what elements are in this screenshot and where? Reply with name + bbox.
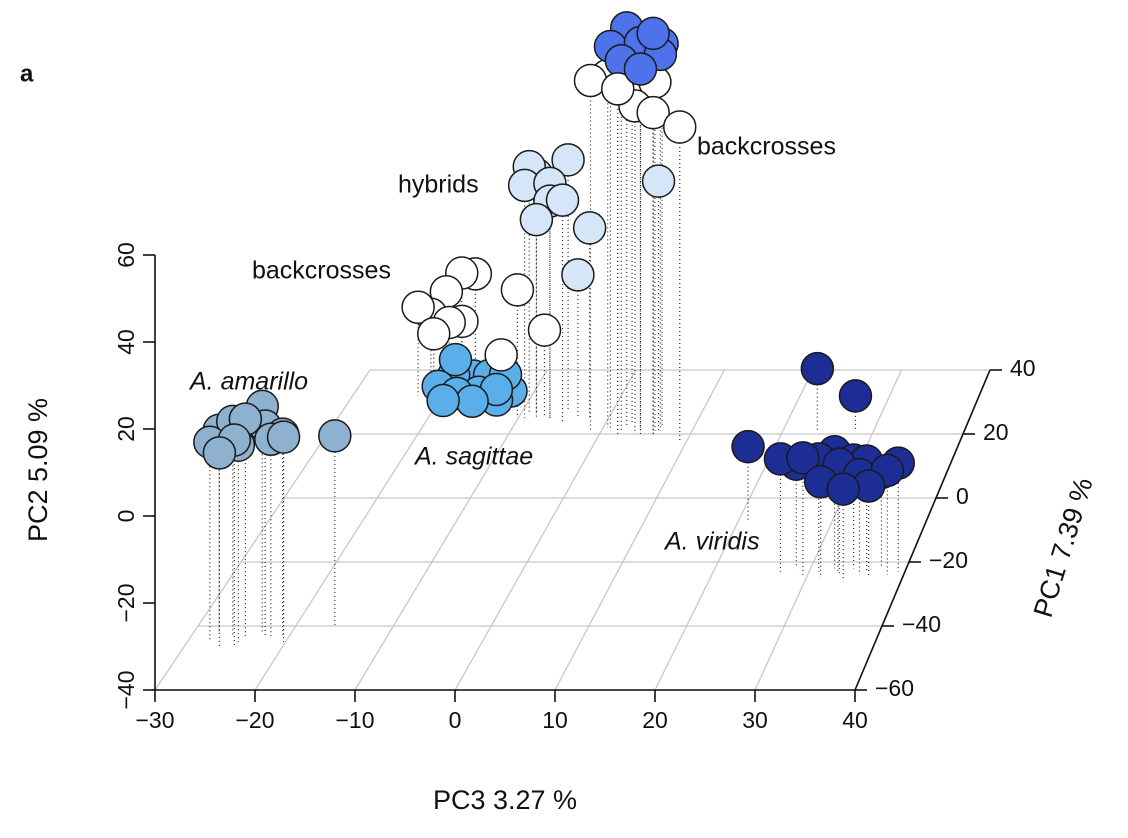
y-tick-label: 20 <box>113 416 139 442</box>
group-label: A. viridis <box>663 528 759 556</box>
point <box>500 273 535 307</box>
point <box>561 258 595 292</box>
point <box>318 419 352 453</box>
point <box>636 16 670 51</box>
group-label: backcrosses <box>697 133 836 161</box>
group-label: hybrids <box>398 171 479 199</box>
grid-line <box>454 369 637 691</box>
x-tick-label: −10 <box>335 707 374 733</box>
y-tick-label: −20 <box>113 583 139 622</box>
point <box>455 384 489 419</box>
point <box>600 72 635 106</box>
point <box>572 211 607 245</box>
z-axis-label: PC1 7.39 % <box>1028 474 1099 621</box>
z-tick-label: 0 <box>956 483 969 509</box>
point <box>636 95 670 130</box>
point <box>438 342 473 377</box>
y-tick-label: 0 <box>113 510 139 523</box>
x-tick-label: 0 <box>449 707 462 733</box>
point <box>484 338 518 372</box>
y-tick-label: 40 <box>113 329 139 355</box>
z-tick-label: −20 <box>929 547 968 573</box>
point <box>641 164 676 198</box>
x-tick-label: −30 <box>135 707 174 733</box>
y-tick-label: 60 <box>113 242 139 268</box>
z-tick-label: −40 <box>902 611 941 637</box>
z-tick-label: 40 <box>1010 355 1036 381</box>
point <box>623 52 658 86</box>
z-axis <box>854 369 991 691</box>
point <box>838 379 873 413</box>
point <box>545 183 580 217</box>
point <box>266 420 301 454</box>
x-tick-label: 20 <box>642 707 668 733</box>
y-tick-label: −40 <box>113 670 139 709</box>
z-tick-label: −60 <box>875 675 914 701</box>
point <box>800 351 835 386</box>
x-tick-label: 40 <box>842 707 868 733</box>
grid-line <box>254 369 460 691</box>
x-tick-label: 30 <box>742 707 768 733</box>
point <box>663 110 697 144</box>
point <box>731 429 765 464</box>
group-label: A. sagittae <box>413 443 533 471</box>
z-tick-label: 20 <box>983 419 1009 445</box>
grid-line <box>754 369 903 691</box>
point <box>416 317 451 351</box>
grid-line <box>554 369 725 691</box>
point <box>527 313 562 347</box>
grid-line <box>654 369 814 691</box>
panel-label: a <box>20 60 34 87</box>
point <box>519 202 554 237</box>
grid-line <box>354 369 548 691</box>
point <box>401 290 435 324</box>
point <box>426 383 460 418</box>
y-axis-label: PC2 5.09 % <box>23 398 53 542</box>
group-label: A. amarillo <box>188 368 308 396</box>
x-tick-label: 10 <box>542 707 568 733</box>
point <box>551 143 585 177</box>
point <box>202 436 237 470</box>
group-label: backcrosses <box>252 257 391 285</box>
point <box>826 472 860 506</box>
x-axis-label: PC3 3.27 % <box>433 785 577 815</box>
x-tick-label: −20 <box>235 707 274 733</box>
point <box>786 441 820 475</box>
